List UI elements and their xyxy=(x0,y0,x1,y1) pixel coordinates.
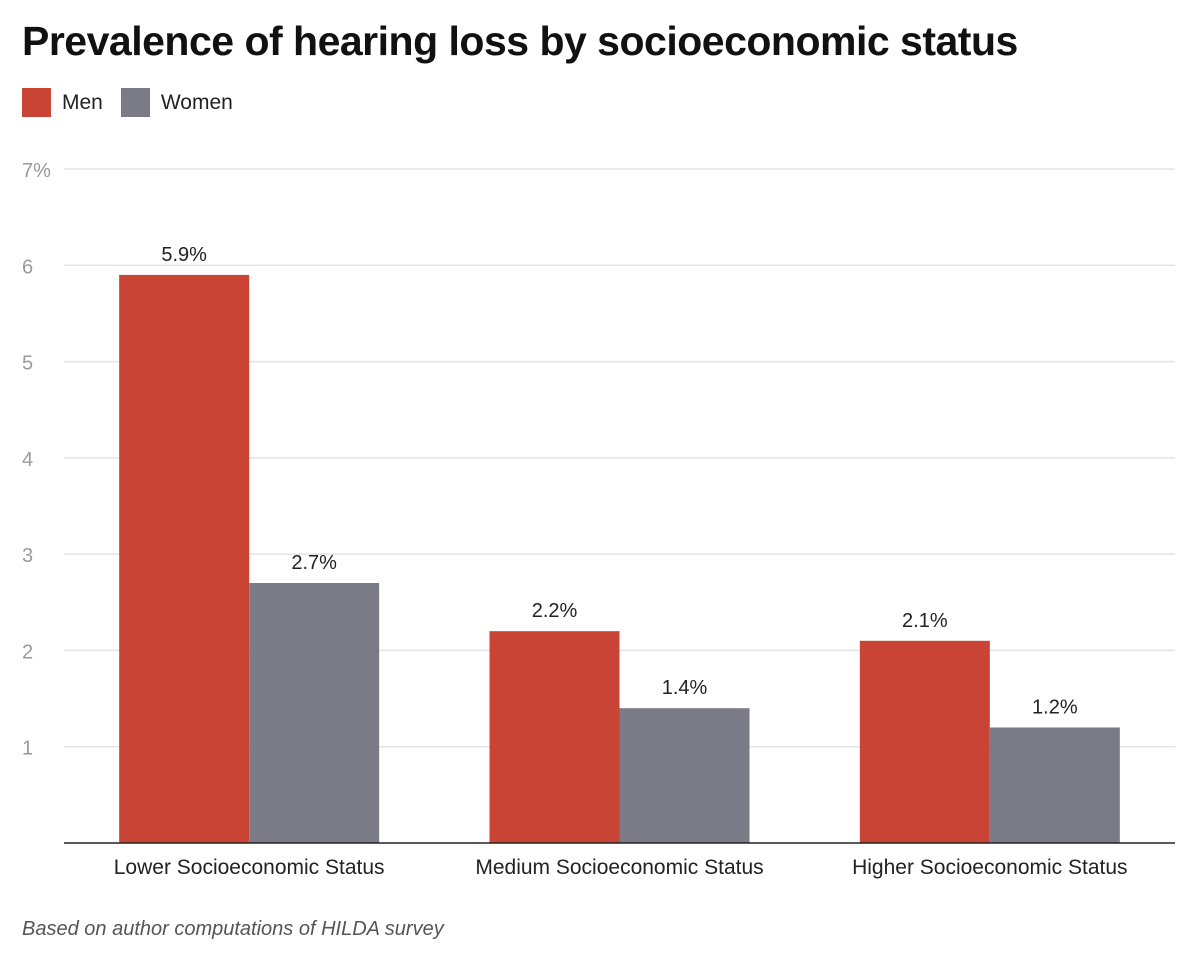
data-label: 1.4% xyxy=(662,677,708,699)
source-note: Based on author computations of HILDA su… xyxy=(22,918,444,940)
y-tick-label: 6 xyxy=(22,256,33,278)
legend-label-women: Women xyxy=(160,90,233,114)
data-label: 2.2% xyxy=(532,600,578,622)
bar-women xyxy=(249,583,380,843)
x-tick-label: Higher Socioeconomic Status xyxy=(852,856,1127,879)
legend-label-men: Men xyxy=(62,90,103,114)
bar-women xyxy=(989,727,1120,843)
bar-men xyxy=(859,640,990,843)
data-label: 5.9% xyxy=(161,244,207,266)
legend-swatch-men xyxy=(22,88,51,117)
legend: Men Women xyxy=(22,88,251,117)
x-tick-label: Medium Socioeconomic Status xyxy=(475,856,763,879)
bar-men xyxy=(489,631,620,843)
bar-women xyxy=(619,708,750,843)
y-tick-label: 7% xyxy=(22,160,51,182)
data-label: 1.2% xyxy=(1032,696,1078,718)
x-tick-label: Lower Socioeconomic Status xyxy=(114,856,385,879)
y-tick-label: 4 xyxy=(22,449,33,471)
bar-men xyxy=(119,274,250,843)
legend-item-men: Men xyxy=(22,88,103,117)
y-tick-label: 3 xyxy=(22,545,33,567)
data-label: 2.7% xyxy=(291,552,337,574)
legend-swatch-women xyxy=(120,88,150,117)
y-tick-label: 1 xyxy=(22,738,33,760)
y-tick-label: 5 xyxy=(22,353,33,375)
legend-item-women: Women xyxy=(120,88,233,117)
y-tick-label: 2 xyxy=(22,641,33,663)
data-label: 2.1% xyxy=(902,610,948,632)
chart-title: Prevalence of hearing loss by socioecono… xyxy=(22,18,1018,64)
